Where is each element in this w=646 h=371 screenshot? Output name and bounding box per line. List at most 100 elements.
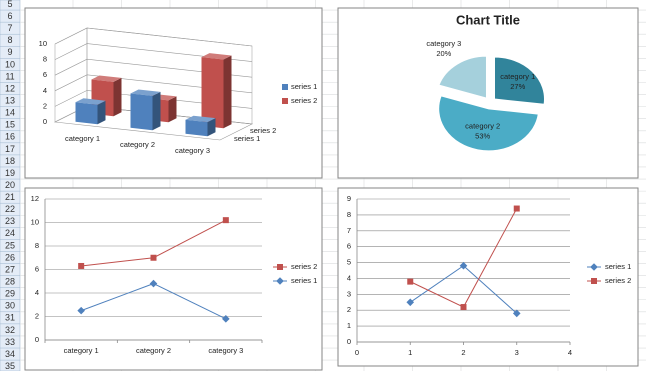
pie-slice bbox=[438, 55, 487, 99]
bar bbox=[201, 53, 232, 129]
y-tick-label: 12 bbox=[31, 194, 39, 203]
row-header: 12 bbox=[5, 83, 15, 93]
pie-slice bbox=[438, 95, 539, 152]
bar-front bbox=[130, 93, 153, 131]
y-tick-label: 8 bbox=[347, 210, 351, 219]
legend-label: series 1 bbox=[291, 82, 317, 91]
row-header: 6 bbox=[7, 11, 12, 21]
row-header: 32 bbox=[5, 325, 15, 335]
x-tick-label: category 3 bbox=[175, 146, 210, 155]
data-point bbox=[277, 264, 283, 270]
legend-label: series 1 bbox=[605, 262, 631, 271]
data-point bbox=[406, 298, 415, 307]
data-point bbox=[459, 261, 468, 270]
bar-top bbox=[75, 98, 106, 105]
row-header: 30 bbox=[5, 301, 15, 311]
bar-top bbox=[201, 53, 232, 60]
y-tick-label: 3 bbox=[347, 289, 351, 298]
data-point bbox=[222, 315, 230, 323]
data-point bbox=[78, 262, 85, 269]
grid-line bbox=[54, 74, 253, 94]
x-tick-label: 1 bbox=[408, 348, 412, 357]
row-header: 26 bbox=[5, 252, 15, 262]
bar-front bbox=[201, 57, 224, 129]
bar-side bbox=[207, 118, 216, 137]
x-tick-label: category 3 bbox=[208, 346, 243, 355]
row-header: 33 bbox=[5, 337, 15, 347]
grid-line bbox=[54, 43, 253, 62]
row-header: 23 bbox=[5, 216, 15, 226]
row-header: 15 bbox=[5, 120, 15, 130]
y-tick-label: 2 bbox=[43, 101, 47, 110]
bar-front bbox=[185, 119, 208, 137]
y-tick-label: 6 bbox=[43, 70, 47, 79]
row-header: 19 bbox=[5, 168, 15, 178]
row-header: 18 bbox=[5, 156, 15, 166]
y-tick-label: 0 bbox=[43, 117, 47, 126]
grid-line bbox=[54, 58, 253, 78]
grid-line bbox=[54, 90, 253, 109]
row-header: 27 bbox=[5, 264, 15, 274]
row-header: 29 bbox=[5, 289, 15, 299]
row-header: 13 bbox=[5, 95, 15, 105]
bar-top bbox=[91, 75, 122, 82]
x-tick-label: 3 bbox=[515, 348, 519, 357]
bar bbox=[185, 115, 216, 137]
depth-label: series 1 bbox=[234, 134, 260, 143]
row-header: 22 bbox=[5, 204, 15, 214]
row-header: 7 bbox=[7, 23, 12, 33]
row-header: 17 bbox=[5, 144, 15, 154]
row-header: 21 bbox=[5, 192, 15, 202]
depth-label: series 2 bbox=[250, 126, 276, 135]
y-tick-label: 2 bbox=[347, 305, 351, 314]
y-tick-label: 6 bbox=[35, 264, 39, 273]
legend-label: series 2 bbox=[291, 262, 317, 271]
bar-side bbox=[113, 77, 122, 117]
bar-top bbox=[185, 115, 216, 123]
row-header: 25 bbox=[5, 240, 15, 250]
y-tick-label: 9 bbox=[347, 194, 351, 203]
legend-swatch bbox=[282, 98, 288, 104]
x-tick-label: category 1 bbox=[65, 134, 100, 143]
legend-label: series 2 bbox=[291, 96, 317, 105]
y-tick-label: 5 bbox=[347, 258, 351, 267]
data-label-value: 20% bbox=[436, 49, 451, 58]
y-tick-label: 10 bbox=[39, 39, 47, 48]
x-tick-label: 0 bbox=[355, 348, 359, 357]
bar-side bbox=[168, 96, 177, 123]
bar-top bbox=[130, 89, 161, 96]
data-label-value: 53% bbox=[475, 131, 490, 140]
y-tick-label: 4 bbox=[35, 288, 39, 297]
row-header: 9 bbox=[7, 47, 12, 57]
y-tick-label: 8 bbox=[35, 241, 39, 250]
chart-frame bbox=[24, 187, 323, 371]
data-point bbox=[591, 278, 597, 284]
x-tick-label: category 2 bbox=[136, 346, 171, 355]
chart-frame bbox=[24, 7, 323, 179]
row-header: 31 bbox=[5, 313, 15, 323]
bar-side bbox=[97, 100, 106, 125]
row-header-column bbox=[0, 0, 21, 371]
data-point bbox=[149, 279, 158, 288]
x-tick-label: category 1 bbox=[64, 346, 99, 355]
data-point bbox=[77, 306, 85, 315]
legend-label: series 1 bbox=[291, 276, 317, 285]
row-header: 16 bbox=[5, 132, 15, 142]
data-point bbox=[512, 309, 521, 318]
data-label-category: category 1 bbox=[500, 72, 535, 81]
data-point bbox=[513, 205, 520, 212]
grid-line bbox=[54, 27, 253, 47]
legend-swatch bbox=[282, 84, 288, 90]
row-header: 24 bbox=[5, 228, 15, 238]
legend-label: series 2 bbox=[605, 276, 631, 285]
row-header: 14 bbox=[5, 108, 15, 118]
y-tick-label: 0 bbox=[347, 337, 351, 346]
chart-frame bbox=[337, 7, 639, 179]
bar bbox=[130, 89, 161, 131]
y-tick-label: 4 bbox=[347, 273, 351, 282]
y-tick-label: 6 bbox=[347, 242, 351, 251]
row-header: 10 bbox=[5, 59, 15, 69]
row-header: 35 bbox=[5, 361, 15, 371]
